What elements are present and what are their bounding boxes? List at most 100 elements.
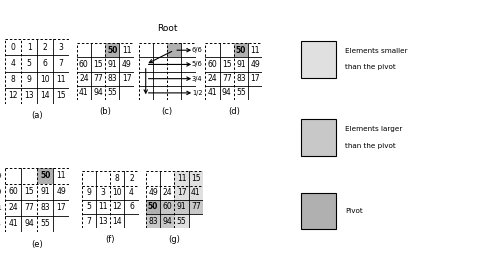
Bar <box>110 200 124 214</box>
Text: 94: 94 <box>222 88 232 97</box>
Bar <box>301 41 336 78</box>
Text: Root: Root <box>157 24 177 33</box>
Text: (c): (c) <box>161 107 173 116</box>
Text: than the pivot: than the pivot <box>346 65 396 70</box>
Bar <box>110 185 124 200</box>
Bar <box>96 171 110 185</box>
Bar <box>53 200 69 216</box>
Text: 49: 49 <box>56 187 66 196</box>
Text: 13: 13 <box>24 91 34 100</box>
Bar <box>21 200 37 216</box>
Bar <box>205 86 220 100</box>
Text: 17: 17 <box>56 203 66 212</box>
Bar <box>105 57 119 72</box>
Text: (d): (d) <box>228 107 240 116</box>
Text: 12: 12 <box>8 91 18 100</box>
Bar <box>53 88 69 104</box>
Text: 14: 14 <box>112 217 122 226</box>
Text: 77: 77 <box>93 74 103 83</box>
Bar <box>5 72 21 88</box>
Text: 24: 24 <box>162 188 172 197</box>
Text: 60: 60 <box>8 187 18 196</box>
Text: 15: 15 <box>93 60 103 69</box>
Bar <box>139 43 153 57</box>
Bar <box>37 168 53 184</box>
Bar <box>77 43 91 57</box>
Bar <box>160 214 174 228</box>
Bar <box>189 200 203 214</box>
Bar <box>37 55 53 72</box>
Bar <box>189 185 203 200</box>
Text: 15: 15 <box>24 187 34 196</box>
Bar <box>5 88 21 104</box>
Text: 8: 8 <box>115 174 120 183</box>
Bar <box>153 43 167 57</box>
Text: 5: 5 <box>27 59 32 68</box>
Text: 2/9: 2/9 <box>0 173 1 179</box>
Bar <box>146 200 160 214</box>
Bar <box>53 72 69 88</box>
Text: Elements larger: Elements larger <box>346 126 402 132</box>
Bar <box>167 86 181 100</box>
Bar <box>53 216 69 232</box>
Text: 6: 6 <box>129 202 134 211</box>
Text: 55: 55 <box>236 88 246 97</box>
Bar <box>110 214 124 228</box>
Bar <box>91 57 105 72</box>
Bar <box>153 57 167 72</box>
Bar <box>234 72 248 86</box>
Text: Pivot: Pivot <box>346 208 363 214</box>
Bar <box>21 72 37 88</box>
Text: 60: 60 <box>208 60 217 69</box>
Bar <box>160 171 174 185</box>
Bar <box>175 214 189 228</box>
Text: 50: 50 <box>148 202 158 211</box>
Text: (b): (b) <box>99 107 111 116</box>
Bar <box>5 216 21 232</box>
Bar <box>234 57 248 72</box>
Text: 50: 50 <box>40 171 50 180</box>
Bar <box>21 55 37 72</box>
Text: 15: 15 <box>222 60 232 69</box>
Bar <box>181 57 196 72</box>
Text: 17: 17 <box>122 74 131 83</box>
Bar <box>53 39 69 55</box>
Bar <box>160 185 174 200</box>
Bar <box>248 72 262 86</box>
Text: 24: 24 <box>8 203 18 212</box>
Text: 8: 8 <box>10 75 15 84</box>
Bar <box>77 57 91 72</box>
Bar <box>105 72 119 86</box>
Bar <box>181 43 196 57</box>
Text: 83: 83 <box>41 203 50 212</box>
Bar <box>53 55 69 72</box>
Bar <box>175 200 189 214</box>
Text: 1: 1 <box>27 43 32 52</box>
Text: 60: 60 <box>162 202 172 211</box>
Bar <box>5 39 21 55</box>
Text: 41: 41 <box>208 88 217 97</box>
Bar <box>37 184 53 200</box>
Text: 11: 11 <box>177 174 186 183</box>
Text: 83: 83 <box>236 74 246 83</box>
Bar <box>205 43 220 57</box>
Text: 50: 50 <box>107 46 117 55</box>
Text: 7/13: 7/13 <box>0 221 1 227</box>
Bar <box>181 72 196 86</box>
Text: (a): (a) <box>31 112 43 120</box>
Bar <box>167 43 181 57</box>
Bar <box>124 185 139 200</box>
Text: 91: 91 <box>177 202 187 211</box>
Text: 7: 7 <box>59 59 64 68</box>
Bar <box>146 171 160 185</box>
Bar <box>77 86 91 100</box>
Bar <box>91 43 105 57</box>
Text: 94: 94 <box>93 88 103 97</box>
Bar <box>220 43 234 57</box>
Text: 17: 17 <box>250 74 260 83</box>
Text: 41: 41 <box>79 88 89 97</box>
Bar <box>146 185 160 200</box>
Bar <box>5 200 21 216</box>
Bar <box>105 86 119 100</box>
Bar <box>248 43 262 57</box>
